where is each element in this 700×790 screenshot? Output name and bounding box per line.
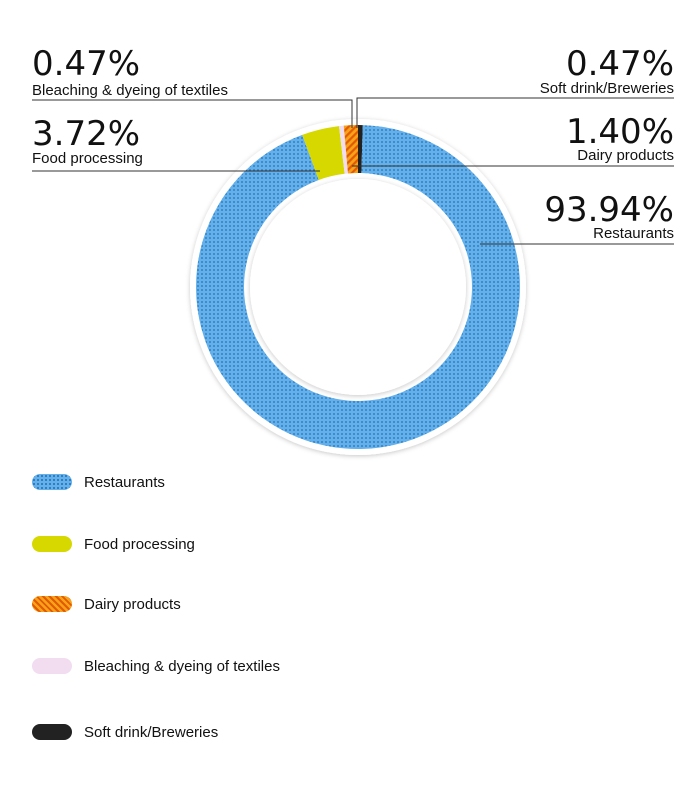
category-label-restaurants: Restaurants bbox=[593, 225, 674, 242]
legend-swatch-dairy-products bbox=[32, 596, 72, 612]
legend-item-dairy-products: Dairy products bbox=[32, 592, 181, 616]
slice-food-processing bbox=[302, 126, 345, 180]
percent-label-soft-drink-breweries: 0.47% bbox=[566, 44, 674, 84]
donut-slices bbox=[195, 125, 520, 450]
legend-label-soft-drink-breweries: Soft drink/Breweries bbox=[84, 723, 219, 741]
legend-item-bleaching-dyeing-of-textiles: Bleaching & dyeing of textiles bbox=[32, 654, 280, 678]
percent-label-restaurants: 93.94% bbox=[544, 190, 674, 230]
percent-label-dairy-products: 1.40% bbox=[566, 112, 674, 152]
slice-dairy-products bbox=[343, 125, 358, 174]
donut-inner-hole bbox=[250, 179, 466, 395]
category-label-dairy-products: Dairy products bbox=[577, 147, 674, 164]
legend-swatch-soft-drink-breweries bbox=[32, 724, 72, 740]
category-label-soft-drink-breweries: Soft drink/Breweries bbox=[540, 80, 674, 97]
category-label-bleaching-dyeing-of-textiles: Bleaching & dyeing of textiles bbox=[32, 82, 228, 99]
legend-item-restaurants: Restaurants bbox=[32, 470, 165, 494]
legend-label-bleaching-dyeing-of-textiles: Bleaching & dyeing of textiles bbox=[84, 657, 280, 675]
slice-soft-drink-breweries bbox=[358, 125, 363, 174]
slice-restaurants bbox=[195, 125, 520, 450]
legend-swatch-food-processing bbox=[32, 536, 72, 552]
leader-line-bleaching-dyeing-of-textiles bbox=[32, 99, 353, 128]
callout-labels: 0.47%Bleaching & dyeing of textiles0.47%… bbox=[32, 44, 674, 245]
legend-label-restaurants: Restaurants bbox=[84, 473, 165, 491]
legend-item-soft-drink-breweries: Soft drink/Breweries bbox=[32, 720, 218, 744]
category-label-food-processing: Food processing bbox=[32, 150, 143, 167]
percent-label-bleaching-dyeing-of-textiles: 0.47% bbox=[32, 44, 140, 84]
legend-item-food-processing: Food processing bbox=[32, 532, 195, 556]
slice-bleaching-dyeing-of-textiles bbox=[339, 125, 348, 174]
leader-line-soft-drink-breweries bbox=[356, 97, 674, 128]
legend-label-dairy-products: Dairy products bbox=[84, 595, 181, 613]
percent-label-food-processing: 3.72% bbox=[32, 114, 140, 154]
legend-swatch-bleaching-dyeing-of-textiles bbox=[32, 658, 72, 674]
legend-swatch-restaurants bbox=[32, 474, 72, 490]
legend-label-food-processing: Food processing bbox=[84, 535, 195, 553]
